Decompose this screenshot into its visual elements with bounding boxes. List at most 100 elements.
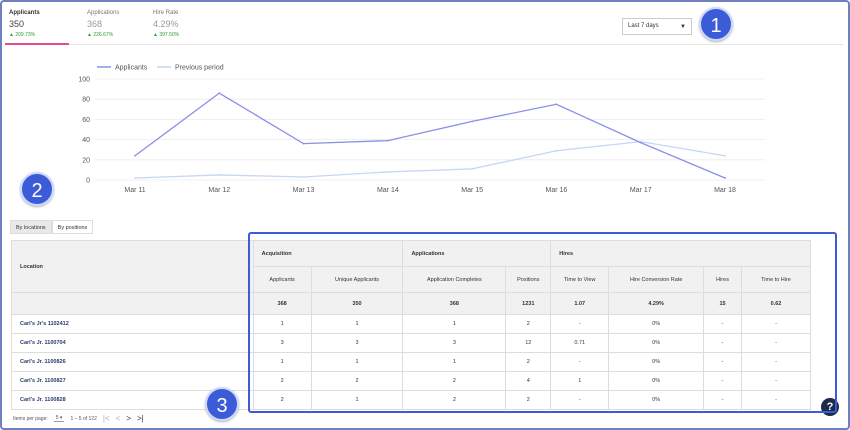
items-per-page-label: Items per page:	[13, 415, 48, 422]
column-header[interactable]: Positions	[505, 266, 552, 293]
legend-label: Previous period	[175, 65, 224, 72]
series-line-previous-period	[134, 140, 726, 179]
table-cell: 2	[252, 390, 312, 410]
kpi-value: 350	[9, 19, 25, 29]
table-row: Carl's Jr. 1100826 1 1 1 2-0% - -	[11, 352, 811, 372]
next-page-button[interactable]: >	[126, 414, 131, 423]
location-header: Location	[11, 240, 254, 293]
table-cell: -	[703, 390, 743, 410]
kpi-tab-applications[interactable]: Applications 368 ▲ 226.67%	[83, 5, 147, 45]
table-cell: 1	[310, 390, 404, 410]
table-cell: 4	[505, 371, 552, 391]
total-cell: 1231	[505, 292, 552, 315]
data-point	[555, 103, 558, 106]
data-point	[724, 177, 726, 179]
table-cell: -	[703, 333, 743, 353]
kpi-title: Applicants	[9, 10, 40, 16]
column-header[interactable]: Unique Applicants	[310, 266, 404, 293]
table-cell: 2	[402, 371, 507, 391]
table-cell: 2	[505, 352, 552, 372]
table-cell: -	[741, 371, 811, 391]
totals-row: 368 350 368 1231 1.07 4.29% 15 0.62	[11, 292, 811, 315]
step-badge-2: 2	[20, 172, 54, 206]
table-cell: 3	[252, 333, 312, 353]
kpi-title: Applications	[87, 10, 120, 16]
data-point	[218, 174, 221, 176]
date-range-select[interactable]: Last 7 days ▼	[622, 18, 692, 35]
applicants-line-chart: Applicants Previous period 100 80 60 40 20 0 Mar…	[65, 53, 785, 203]
table-cell: 3	[310, 333, 404, 353]
step-badge-3: 3	[205, 387, 239, 421]
table-cell: 2	[252, 371, 312, 391]
table-cell: 3	[402, 333, 507, 353]
total-cell: 1.07	[550, 292, 610, 315]
data-point	[302, 176, 305, 178]
chart-svg: Applicants Previous period 100 80 60 40 20 0 Mar…	[78, 65, 765, 194]
prev-page-button[interactable]: <	[115, 414, 121, 423]
data-point	[134, 177, 136, 179]
page-range: 1 – 5 of 122	[70, 415, 97, 422]
data-point	[134, 154, 136, 157]
table-cell: -	[741, 352, 811, 372]
x-tick-label: Mar 14	[377, 187, 399, 194]
x-tick-label: Mar 17	[630, 187, 652, 194]
totals-label-cell	[11, 292, 254, 315]
total-cell: 4.29%	[608, 292, 705, 315]
table-view-tabs: By locations By positions	[10, 220, 94, 234]
tab-by-positions[interactable]: By positions	[51, 220, 94, 234]
location-cell[interactable]: Carl's Jr. 1100826	[11, 352, 254, 372]
table-cell: 1	[402, 352, 507, 372]
table-cell: 1	[550, 371, 610, 391]
help-button[interactable]: ?	[821, 398, 839, 416]
group-applications: Applications	[402, 240, 552, 267]
table-cell: 0%	[608, 352, 705, 372]
y-tick-label: 60	[82, 117, 90, 124]
column-header[interactable]: Time to View	[550, 266, 610, 293]
kpi-tab-hire-rate[interactable]: Hire Rate 4.29% ▲ 397.50%	[149, 5, 213, 45]
table-cell: 2	[402, 390, 507, 410]
dashboard: Applicants 350 ▲ 209.73% Applications 36…	[5, 5, 843, 423]
table-body: Carl's Jr's 1102412 1 1 1 2-0% - - Carl's Jr. 1…	[11, 314, 811, 410]
caret-down-icon: ▼	[680, 24, 686, 30]
tab-by-locations[interactable]: By locations	[10, 220, 52, 234]
data-point	[386, 171, 389, 173]
table-cell: 1	[310, 314, 404, 334]
column-header[interactable]: Hire Conversion Rate	[608, 266, 705, 293]
data-point	[471, 120, 474, 123]
y-tick-label: 20	[82, 157, 90, 164]
table-cell: 1	[402, 314, 507, 334]
location-cell[interactable]: Carl's Jr. 1100704	[11, 333, 254, 353]
data-point	[218, 92, 221, 95]
page-size-select[interactable]: 5 ▾	[53, 415, 65, 422]
first-page-button[interactable]: |<	[102, 414, 110, 423]
y-tick-label: 80	[82, 97, 90, 104]
column-header[interactable]: Time to Hire	[741, 266, 811, 293]
column-header[interactable]: Applicants	[252, 266, 312, 293]
table-cell: 1	[252, 352, 312, 372]
kpi-value: 368	[87, 19, 103, 29]
kpi-delta: ▲ 209.73%	[9, 32, 36, 38]
data-point	[386, 139, 389, 142]
x-tick-label: Mar 13	[293, 187, 315, 194]
y-tick-label: 100	[78, 77, 90, 84]
table-cell: 0%	[608, 371, 705, 391]
location-cell[interactable]: Carl's Jr's 1102412	[11, 314, 254, 334]
table-cell: 1	[252, 314, 312, 334]
page-size-value: 5	[55, 415, 59, 421]
total-cell: 15	[703, 292, 743, 315]
table-cell: -	[550, 314, 610, 334]
total-cell: 0.62	[741, 292, 811, 315]
x-tick-label: Mar 12	[208, 187, 230, 194]
table-cell: 2	[310, 371, 404, 391]
table-cell: 1	[310, 352, 404, 372]
group-hires: Hires	[550, 240, 811, 267]
column-header[interactable]: Hires	[703, 266, 743, 293]
table-cell: -	[741, 333, 811, 353]
table-cell: 0%	[608, 314, 705, 334]
locations-table: Location Acquisition Applications Hires …	[11, 240, 811, 410]
column-header[interactable]: Application Completes	[402, 266, 507, 293]
data-point	[471, 167, 474, 170]
kpi-tab-applicants[interactable]: Applicants 350 ▲ 209.73%	[5, 5, 69, 45]
last-page-button[interactable]: >|	[136, 414, 144, 423]
kpi-delta: ▲ 397.50%	[153, 32, 180, 38]
